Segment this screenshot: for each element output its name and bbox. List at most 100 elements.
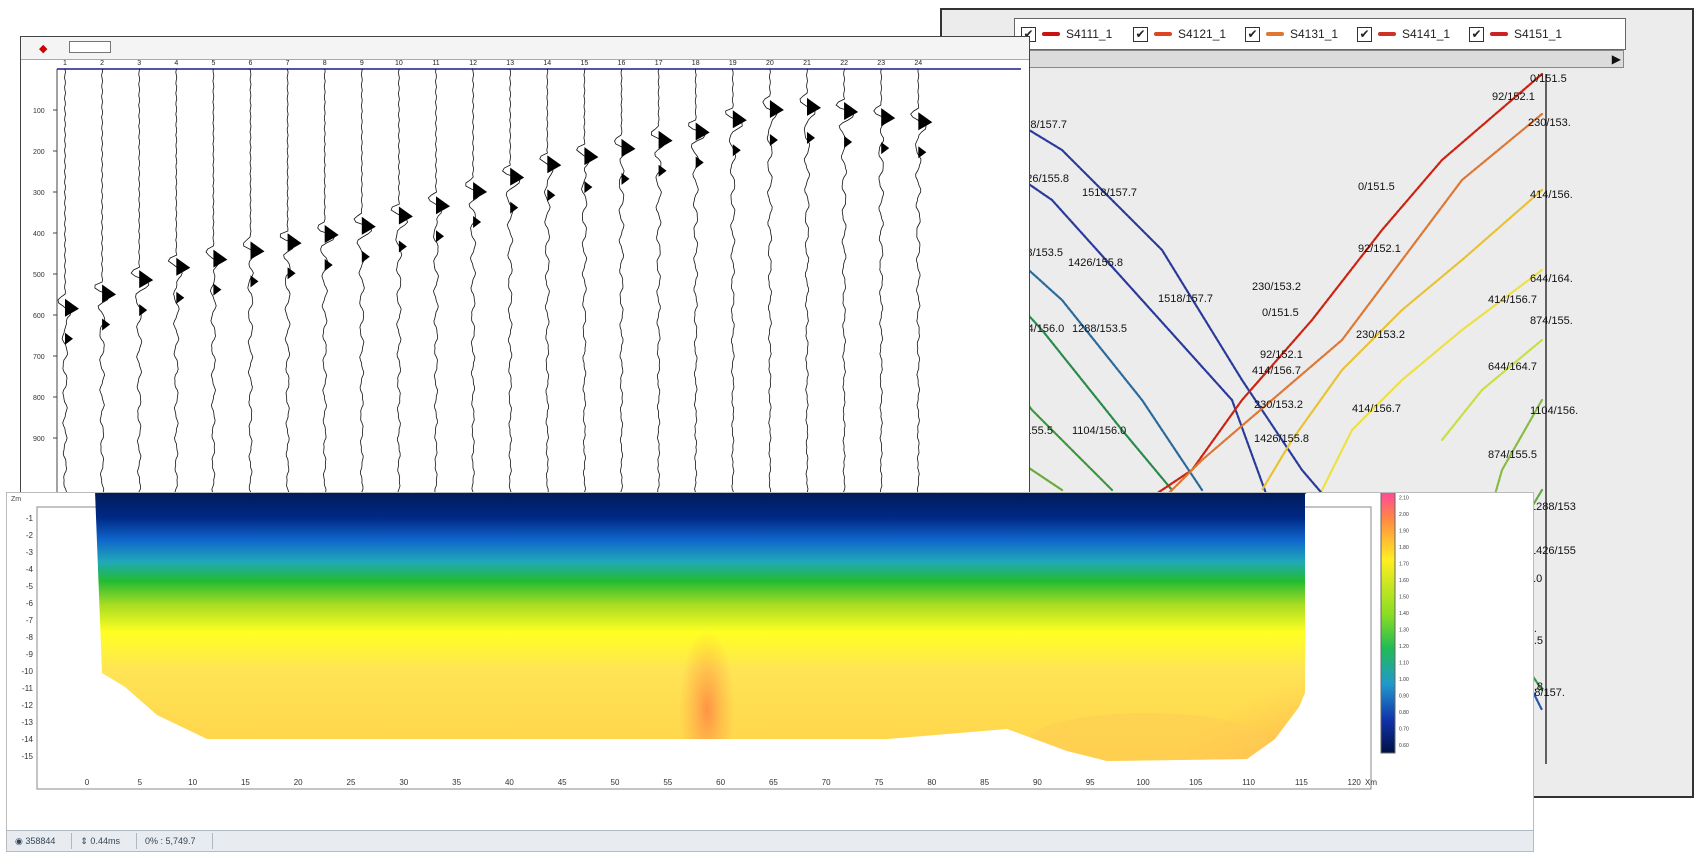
geophone-marker xyxy=(777,493,782,494)
traveltime-curve-label: 1288/153.5 xyxy=(1072,323,1127,335)
secondary-wavelet xyxy=(510,201,519,214)
trace-number-label: 13 xyxy=(506,60,514,67)
secondary-wavelet xyxy=(102,318,111,331)
geophone-marker xyxy=(987,493,992,494)
legend-label: S4131_1 xyxy=(1290,27,1339,41)
legend-item[interactable]: ✔ S4151_1 xyxy=(1469,25,1562,43)
time-tick-label: 300 xyxy=(33,190,45,197)
trace-number-label: 20 xyxy=(766,60,774,67)
colorbar-tick-label: 1.80 xyxy=(1399,545,1409,551)
legend-item[interactable]: ✔ S4141_1 xyxy=(1357,25,1450,43)
legend-item[interactable]: ✔ S4111_1 xyxy=(1021,25,1112,43)
seismic-trace xyxy=(57,68,72,495)
first-arrival-wavelet xyxy=(918,112,933,131)
geophone-marker xyxy=(830,493,834,494)
colorbar-tick-label: 0.80 xyxy=(1399,710,1409,716)
seismogram-tab[interactable] xyxy=(69,41,111,53)
seismic-trace xyxy=(651,68,666,495)
legend-item[interactable]: ✔ S4121_1 xyxy=(1133,25,1226,43)
traveltime-curve-label: 874/155.5 xyxy=(1488,449,1537,461)
depth-tick-label: -6 xyxy=(26,599,34,608)
trace-number-label: 17 xyxy=(655,60,663,67)
secondary-wavelet xyxy=(287,267,296,280)
legend-checkbox[interactable]: ✔ xyxy=(1357,26,1372,42)
trace-number-label: 22 xyxy=(840,60,848,67)
colorbar-tick-label: 0.70 xyxy=(1399,727,1409,733)
secondary-wavelet xyxy=(176,291,185,304)
secondary-wavelet xyxy=(807,131,815,144)
depth-tick-label: -12 xyxy=(21,701,33,710)
traveltime-curve-label: 92/152.1 xyxy=(1260,349,1303,361)
distance-tick-label: 70 xyxy=(822,778,831,787)
secondary-wavelet xyxy=(324,259,333,271)
seismic-trace xyxy=(873,68,887,495)
scroll-right-arrow-icon[interactable]: ▶ xyxy=(1611,52,1621,66)
trace-number-label: 7 xyxy=(286,60,290,67)
seismic-trace xyxy=(501,68,521,495)
first-arrival-wavelet xyxy=(547,155,562,174)
first-arrival-wavelet xyxy=(510,167,525,186)
trace-number-label: 14 xyxy=(543,60,551,67)
depth-tick-label: -7 xyxy=(26,616,34,625)
first-arrival-wavelet xyxy=(287,233,302,252)
geophone-marker xyxy=(725,493,729,494)
geophone-marker xyxy=(1040,493,1044,494)
distance-tick-label: 25 xyxy=(347,778,356,787)
traveltime-curve-label: 230/153.2 xyxy=(1356,329,1405,341)
first-arrival-wavelet xyxy=(695,122,710,141)
first-arrival-wavelet xyxy=(213,249,228,268)
traveltime-scrollbar[interactable]: ▶ xyxy=(1014,50,1624,68)
trace-number-label: 1 xyxy=(63,60,67,67)
depth-tick-label: -2 xyxy=(26,531,34,540)
legend-checkbox[interactable]: ✔ xyxy=(1245,26,1260,42)
secondary-wavelet xyxy=(844,136,853,148)
geophone-marker xyxy=(1145,493,1149,494)
legend-label: S4151_1 xyxy=(1514,27,1563,41)
distance-tick-label: 100 xyxy=(1136,778,1150,787)
seismic-trace xyxy=(539,68,554,495)
traveltime-curve-label: 0/151.5 xyxy=(1262,307,1299,319)
velocity-colorbar xyxy=(1380,493,1396,754)
trace-number-label: 4 xyxy=(174,60,178,67)
colorbar-tick-label: 2.10 xyxy=(1399,496,1409,502)
traveltime-curve-label: 1288/153 xyxy=(1530,501,1576,513)
legend-item[interactable]: ✔ S4131_1 xyxy=(1245,25,1338,43)
geophone-marker xyxy=(935,493,939,494)
geophone-marker xyxy=(1092,493,1097,494)
seismic-trace xyxy=(94,68,110,495)
distance-tick-label: 90 xyxy=(1033,778,1042,787)
traveltime-curve-label: 1426/155.8 xyxy=(1068,257,1123,269)
distance-tick-label: 35 xyxy=(452,778,461,787)
status-coordinate: ◉ 358844 xyxy=(7,833,73,849)
seismic-trace xyxy=(167,68,183,495)
traveltime-curve-label: 414/156.7 xyxy=(1252,365,1301,377)
distance-tick-label: 65 xyxy=(769,778,778,787)
geophone-marker xyxy=(252,493,257,494)
distance-tick-label: 40 xyxy=(505,778,514,787)
geophone-marker xyxy=(672,493,677,494)
geophone-marker xyxy=(410,493,414,494)
trace-number-label: 21 xyxy=(803,60,811,67)
first-arrival-wavelet xyxy=(250,241,265,260)
geophone-marker xyxy=(620,493,624,494)
time-tick-label: 900 xyxy=(33,436,45,443)
traveltime-curve xyxy=(948,80,1364,542)
time-tick-label: 800 xyxy=(33,395,45,402)
secondary-wavelet xyxy=(139,304,148,317)
trace-number-label: 19 xyxy=(729,60,737,67)
seismic-trace xyxy=(576,68,590,495)
traveltime-curve-label: 0/151.5 xyxy=(1358,181,1395,193)
pick-marker-icon[interactable]: ◆ xyxy=(39,42,48,55)
first-arrival-wavelet xyxy=(102,284,117,303)
distance-tick-label: 85 xyxy=(980,778,989,787)
secondary-wavelet xyxy=(584,181,593,194)
colorbar-tick-label: 1.20 xyxy=(1399,644,1409,650)
depth-tick-label: -11 xyxy=(22,684,34,693)
velocity-unit-label: Zm xyxy=(11,496,21,503)
legend-checkbox[interactable]: ✔ xyxy=(1133,26,1148,42)
colorbar-tick-label: 0.60 xyxy=(1399,743,1409,749)
secondary-wavelet xyxy=(398,240,407,253)
legend-checkbox[interactable]: ✔ xyxy=(1469,26,1484,42)
depth-tick-label: -4 xyxy=(26,565,34,574)
secondary-wavelet xyxy=(250,275,259,288)
